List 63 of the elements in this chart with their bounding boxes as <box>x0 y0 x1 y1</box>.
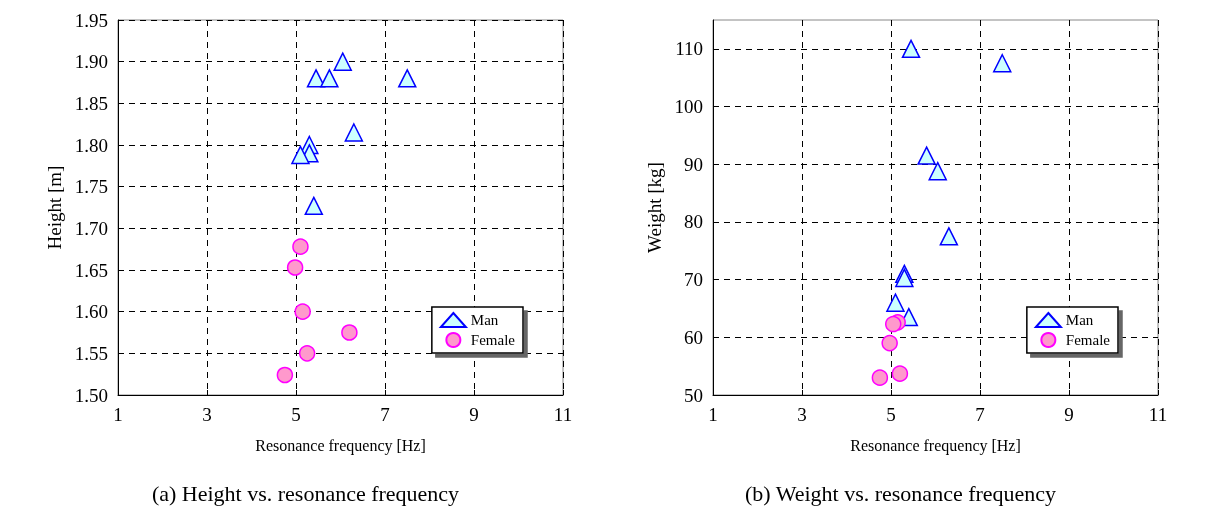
legend-label: Man <box>1065 312 1094 328</box>
x-tick-label: 5 <box>886 404 896 425</box>
x-axis-title: Resonance frequency [Hz] <box>850 436 1021 455</box>
point <box>320 69 339 88</box>
y-tick-label: 70 <box>684 269 703 291</box>
point <box>398 69 417 88</box>
y-tick-label: 50 <box>684 384 703 406</box>
y-tick-label: 60 <box>684 326 703 348</box>
point <box>292 238 309 255</box>
x-tick-label: 11 <box>553 404 573 425</box>
point <box>344 123 364 142</box>
point <box>895 268 914 288</box>
x-tick-label: 3 <box>202 404 212 425</box>
point <box>276 366 294 384</box>
point <box>286 259 304 276</box>
x-tick-label: 7 <box>975 404 985 425</box>
x-tick-label: 11 <box>1148 404 1168 425</box>
y-tick-label: 1.60 <box>74 301 108 323</box>
x-tick-label: 7 <box>380 404 390 425</box>
point <box>298 345 316 362</box>
y-tick-label: 1.90 <box>74 51 108 73</box>
x-axis-title: Resonance frequency [Hz] <box>255 436 426 455</box>
x-tick-label: 9 <box>469 404 479 425</box>
point <box>884 315 902 333</box>
point <box>891 365 909 382</box>
y-tick-label: 80 <box>684 211 703 233</box>
y-tick-label: 110 <box>675 38 703 60</box>
point <box>901 39 921 59</box>
y-tick-label: 1.70 <box>74 217 108 239</box>
y-axis-title: Height [m] <box>43 165 65 250</box>
y-tick-label: 1.50 <box>74 384 108 406</box>
legend-label: Female <box>470 332 516 348</box>
x-tick-label: 1 <box>708 404 718 425</box>
y-tick-label: 90 <box>684 153 703 175</box>
y-tick-label: 1.55 <box>74 342 108 364</box>
point <box>939 227 959 246</box>
y-axis-title: Weight [kg] <box>643 162 665 253</box>
x-tick-label: 9 <box>1064 404 1074 425</box>
y-tick-label: 1.75 <box>74 176 108 198</box>
point <box>886 293 905 312</box>
point <box>306 69 326 88</box>
point <box>333 52 352 71</box>
point <box>304 196 324 216</box>
y-tick-label: 1.85 <box>74 92 108 114</box>
point <box>993 54 1012 73</box>
legend-label: Man <box>470 312 499 328</box>
text: (a) Height vs. resonance frequency <box>151 480 460 506</box>
x-tick-label: 1 <box>113 404 123 425</box>
point <box>928 161 947 181</box>
y-tick-label: 1.65 <box>74 259 108 281</box>
point <box>871 369 889 386</box>
y-tick-label: 1.80 <box>74 134 108 156</box>
point <box>917 146 936 165</box>
x-tick-label: 5 <box>291 404 301 425</box>
point <box>294 303 311 320</box>
legend-label: Female <box>1065 332 1111 348</box>
text: (b) Weight vs. resonance frequency <box>744 480 1057 506</box>
y-tick-label: 1.95 <box>74 9 108 31</box>
point <box>291 145 310 165</box>
point <box>881 334 898 352</box>
y-tick-label: 100 <box>674 96 703 118</box>
point <box>341 324 358 341</box>
x-tick-label: 3 <box>797 404 807 425</box>
